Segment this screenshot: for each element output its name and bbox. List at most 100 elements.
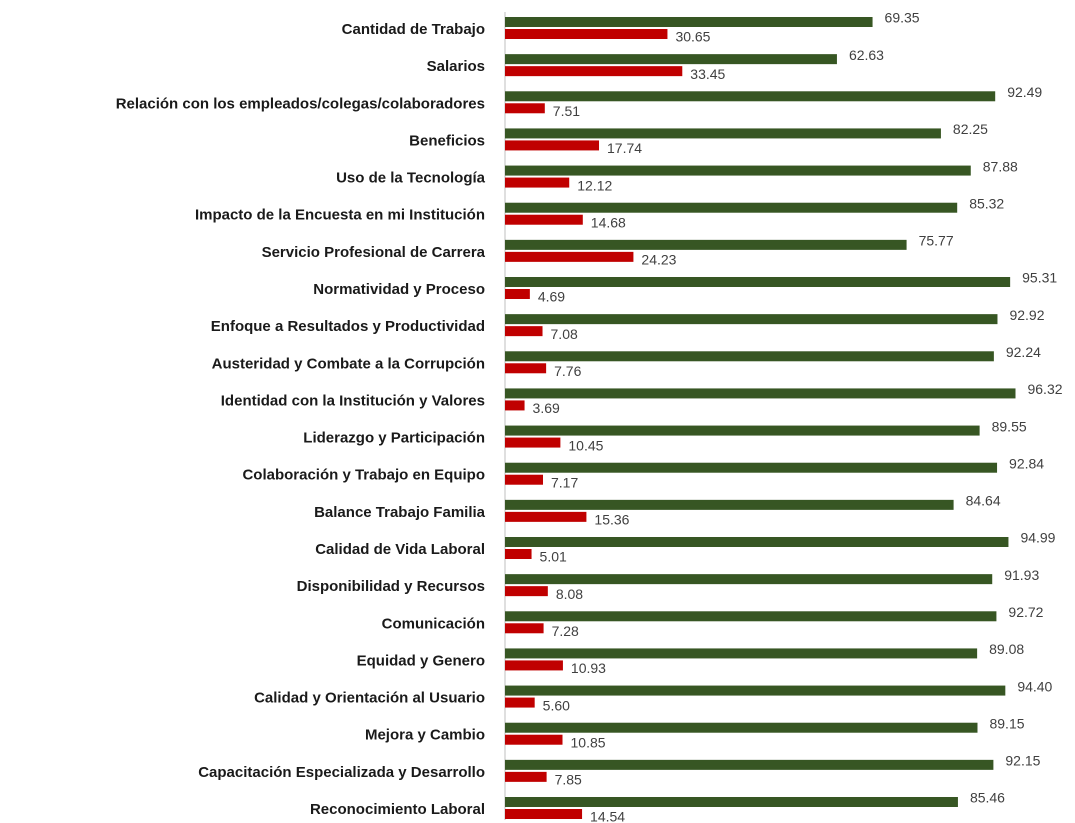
bar [505, 29, 668, 39]
bar [505, 388, 1016, 399]
bar [505, 326, 543, 337]
bar [505, 351, 994, 362]
value-label: 7.28 [552, 623, 579, 639]
bar [505, 722, 978, 733]
bar [505, 17, 873, 27]
bar [505, 214, 583, 225]
value-label: 89.55 [992, 418, 1027, 434]
value-label: 3.69 [533, 400, 560, 416]
bar [505, 759, 994, 770]
category-label: Reconocimiento Laboral [310, 801, 485, 818]
category-label: Uso de la Tecnología [336, 170, 486, 187]
value-label: 87.88 [983, 158, 1018, 174]
value-label: 5.01 [540, 549, 567, 565]
bar [505, 251, 634, 262]
bar [505, 165, 971, 176]
bar [505, 363, 547, 374]
value-label: 92.72 [1008, 604, 1043, 620]
category-label: Servicio Profesional de Carrera [262, 244, 486, 261]
category-label: Relación con los empleados/colegas/colab… [116, 95, 485, 112]
category-label: Mejora y Cambio [365, 727, 485, 744]
value-label: 10.93 [571, 660, 606, 676]
value-label: 7.51 [553, 103, 580, 119]
bar [505, 586, 548, 597]
value-label: 84.64 [966, 493, 1001, 509]
category-label: Cantidad de Trabajo [342, 21, 485, 38]
value-label: 95.31 [1022, 270, 1057, 286]
bar [505, 499, 954, 510]
category-label: Liderazgo y Participación [303, 430, 485, 447]
category-label: Impacto de la Encuesta en mi Institución [195, 207, 485, 224]
value-label: 94.99 [1020, 530, 1055, 546]
value-label: 7.17 [551, 474, 578, 490]
bar [505, 549, 532, 559]
bar [505, 648, 978, 659]
value-label: 62.63 [849, 47, 884, 63]
category-label: Calidad y Orientación al Usuario [254, 690, 485, 707]
bar [505, 400, 525, 411]
category-label: Calidad de Vida Laboral [315, 541, 485, 558]
bar [505, 734, 563, 745]
bar [505, 462, 998, 473]
value-label: 4.69 [538, 289, 565, 305]
bar [505, 277, 1011, 287]
bar [505, 103, 545, 114]
value-label: 75.77 [919, 233, 954, 249]
value-label: 92.49 [1007, 84, 1042, 100]
bar [505, 66, 683, 77]
value-label: 7.08 [551, 326, 578, 342]
value-label: 33.45 [690, 66, 725, 82]
bar [505, 697, 535, 708]
category-label: Austeridad y Combate a la Corrupción [212, 355, 485, 372]
bar [505, 511, 587, 522]
bar [505, 474, 544, 485]
value-label: 10.85 [571, 734, 606, 750]
bar [505, 623, 544, 634]
category-label: Balance Trabajo Familia [314, 504, 486, 521]
category-label: Salarios [427, 58, 485, 75]
bar [505, 128, 941, 139]
category-label: Equidad y Genero [357, 652, 485, 669]
value-label: 7.85 [555, 772, 582, 788]
bar [505, 314, 998, 325]
value-label: 89.15 [989, 715, 1024, 731]
category-label: Capacitación Especializada y Desarrollo [198, 764, 485, 781]
value-label: 14.54 [590, 809, 625, 823]
value-label: 8.08 [556, 586, 583, 602]
bar [505, 202, 958, 213]
value-label: 89.08 [989, 641, 1024, 657]
value-label: 14.68 [591, 214, 626, 230]
bar [505, 239, 907, 250]
value-label: 96.32 [1027, 381, 1062, 397]
category-label: Identidad con la Institución y Valores [221, 392, 485, 409]
value-label: 7.76 [554, 363, 581, 379]
value-label: 82.25 [953, 121, 988, 137]
category-label: Normatividad y Proceso [313, 281, 485, 298]
value-label: 24.23 [641, 252, 676, 268]
bar [505, 797, 958, 807]
bar [505, 809, 583, 819]
bar [505, 660, 563, 671]
bar [505, 91, 996, 102]
bar [505, 611, 997, 622]
bar [505, 537, 1009, 547]
bar [505, 771, 547, 782]
value-label: 5.60 [543, 697, 570, 713]
category-label: Colaboración y Trabajo en Equipo [242, 467, 485, 484]
value-label: 85.46 [970, 790, 1005, 806]
value-label: 92.24 [1006, 344, 1041, 360]
category-label: Comunicación [382, 615, 485, 632]
value-label: 69.35 [885, 10, 920, 26]
category-label: Beneficios [409, 132, 485, 149]
value-label: 92.84 [1009, 455, 1044, 471]
bar [505, 54, 837, 65]
value-label: 30.65 [675, 29, 710, 45]
bar [505, 685, 1006, 696]
bar [505, 437, 561, 448]
category-label: Enfoque a Resultados y Productividad [211, 318, 485, 335]
bar [505, 140, 600, 151]
value-label: 92.92 [1009, 307, 1044, 323]
category-label: Disponibilidad y Recursos [297, 578, 485, 595]
value-label: 17.74 [607, 140, 642, 156]
